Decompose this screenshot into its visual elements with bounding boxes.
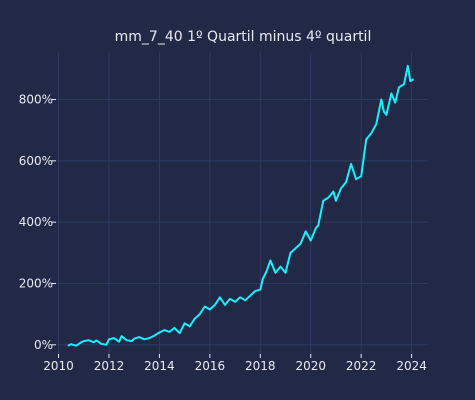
axis-ticks: 2010 2012 2014 2016 2018 2020 2022 2024 0% 200% 40… <box>19 93 427 373</box>
x-tick-label: 2018 <box>245 359 276 373</box>
grid <box>56 52 428 354</box>
y-tick-label: 800% <box>19 93 53 107</box>
x-tick-label: 2016 <box>195 359 226 373</box>
chart-title: mm_7_40 1º Quartil minus 4º quartil <box>115 29 372 45</box>
y-tick-label: 400% <box>19 215 53 229</box>
y-tick-label: 0% <box>34 338 53 352</box>
y-tick-label: 600% <box>19 154 53 168</box>
x-tick-label: 2014 <box>144 359 175 373</box>
x-tick-label: 2024 <box>396 359 427 373</box>
x-tick-label: 2010 <box>43 359 74 373</box>
y-tick-label: 200% <box>19 276 53 290</box>
x-tick-label: 2022 <box>346 359 377 373</box>
series-group <box>67 64 414 347</box>
x-tick-label: 2012 <box>94 359 125 373</box>
series-line <box>67 64 414 347</box>
x-tick-label: 2020 <box>295 359 326 373</box>
